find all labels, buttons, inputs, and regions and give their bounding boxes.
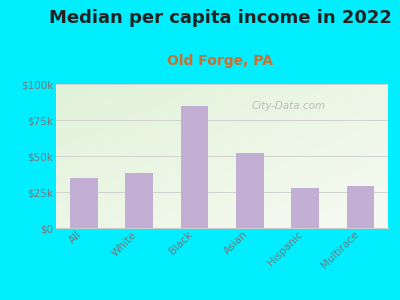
Text: Median per capita income in 2022: Median per capita income in 2022: [48, 9, 392, 27]
Bar: [346, 186, 374, 228]
Bar: [236, 153, 264, 228]
Bar: [125, 173, 153, 228]
Text: Old Forge, PA: Old Forge, PA: [167, 54, 273, 68]
Bar: [180, 106, 208, 228]
Bar: [291, 188, 319, 228]
Text: City-Data.com: City-Data.com: [251, 100, 326, 111]
Bar: [70, 178, 98, 228]
